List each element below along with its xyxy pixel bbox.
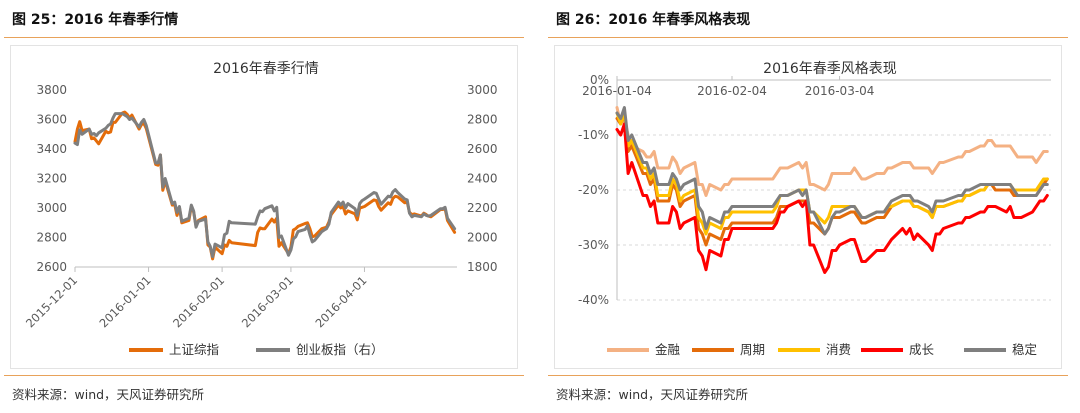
legend-label: 金融 xyxy=(655,342,681,357)
legend-label: 周期 xyxy=(740,342,765,357)
y-tick-label: -30% xyxy=(578,238,609,252)
legend-label: 稳定 xyxy=(1012,342,1037,357)
legend-label: 上证综指 xyxy=(169,342,219,357)
right-title-rule xyxy=(548,37,1068,38)
growth-line xyxy=(615,122,1049,274)
y-tick-label: -40% xyxy=(578,293,609,307)
left-source-note: 资料来源：wind，天风证券研究所 xyxy=(12,387,205,402)
left-chart-area: 2016年春季行情 2600 2800 3000 3200 3400 3600 3800 180… xyxy=(10,45,518,369)
right-source-note: 资料来源：wind，天风证券研究所 xyxy=(556,387,749,402)
left-y-tick-label: 2800 xyxy=(36,231,67,245)
left-chart: 2016年春季行情 2600 2800 3000 3200 3400 3600 3800 180… xyxy=(23,61,498,357)
x-tick-label: 2016-02-01 xyxy=(170,273,227,330)
y-tick-label: 0% xyxy=(590,73,609,87)
x-tick-label: 2016-03-04 xyxy=(805,84,875,98)
left-figure-panel: 图 25：2016 年春季行情 2016年春季行情 2600 2800 3000 320… xyxy=(4,0,532,413)
right-y-tick-label: 3000 xyxy=(467,83,498,97)
right-y-tick-label: 2800 xyxy=(467,113,498,127)
legend-label: 创业板指（右） xyxy=(296,342,384,357)
left-y-tick-label: 2600 xyxy=(36,260,67,274)
x-tick-label: 2016-01-01 xyxy=(97,273,154,330)
right-y-tick-label: 2400 xyxy=(467,172,498,186)
chinext-index-line xyxy=(73,112,457,259)
y-tick-label: -20% xyxy=(578,183,609,197)
left-y-tick-label: 3600 xyxy=(36,113,67,127)
left-y-tick-label: 3800 xyxy=(36,83,67,97)
left-source-rule xyxy=(4,375,524,376)
x-tick-label: 2016-01-04 xyxy=(582,84,652,98)
right-chart-title: 2016年春季风格表现 xyxy=(763,61,897,77)
legend-label: 消费 xyxy=(826,342,851,357)
right-y-tick-label: 2200 xyxy=(467,201,498,215)
shanghai-composite-line xyxy=(73,110,457,261)
finance-line xyxy=(615,106,1049,197)
left-figure-title: 图 25：2016 年春季行情 xyxy=(12,12,179,28)
stable-line xyxy=(615,106,1049,236)
left-title-rule xyxy=(4,37,524,38)
right-chart: 2016年春季风格表现 0% -10% -20% -30% -40% 2016-01-04 2… xyxy=(578,61,1051,357)
left-y-tick-label: 3200 xyxy=(36,172,67,186)
x-tick-label: 2016-03-01 xyxy=(239,273,296,330)
consumer-line xyxy=(615,111,1049,236)
right-y-tick-label: 1800 xyxy=(467,260,498,274)
right-chart-area: 2016年春季风格表现 0% -10% -20% -30% -40% 2016-01-04 2… xyxy=(554,45,1062,369)
x-tick-label: 2016-04-01 xyxy=(312,273,369,330)
right-y-tick-label: 2000 xyxy=(467,231,498,245)
right-figure-title: 图 26：2016 年春季风格表现 xyxy=(556,12,751,28)
right-source-rule xyxy=(548,375,1068,376)
y-tick-label: -10% xyxy=(578,128,609,142)
left-y-tick-label: 3000 xyxy=(36,201,67,215)
right-y-tick-label: 2600 xyxy=(467,142,498,156)
left-y-tick-label: 3400 xyxy=(36,142,67,156)
x-tick-label: 2015-12-01 xyxy=(23,273,80,330)
legend-label: 成长 xyxy=(909,342,935,357)
x-tick-label: 2016-02-04 xyxy=(697,84,767,98)
left-chart-title: 2016年春季行情 xyxy=(213,61,319,77)
right-figure-panel: 图 26：2016 年春季风格表现 2016年春季风格表现 0% -10% -20% -… xyxy=(548,0,1076,413)
